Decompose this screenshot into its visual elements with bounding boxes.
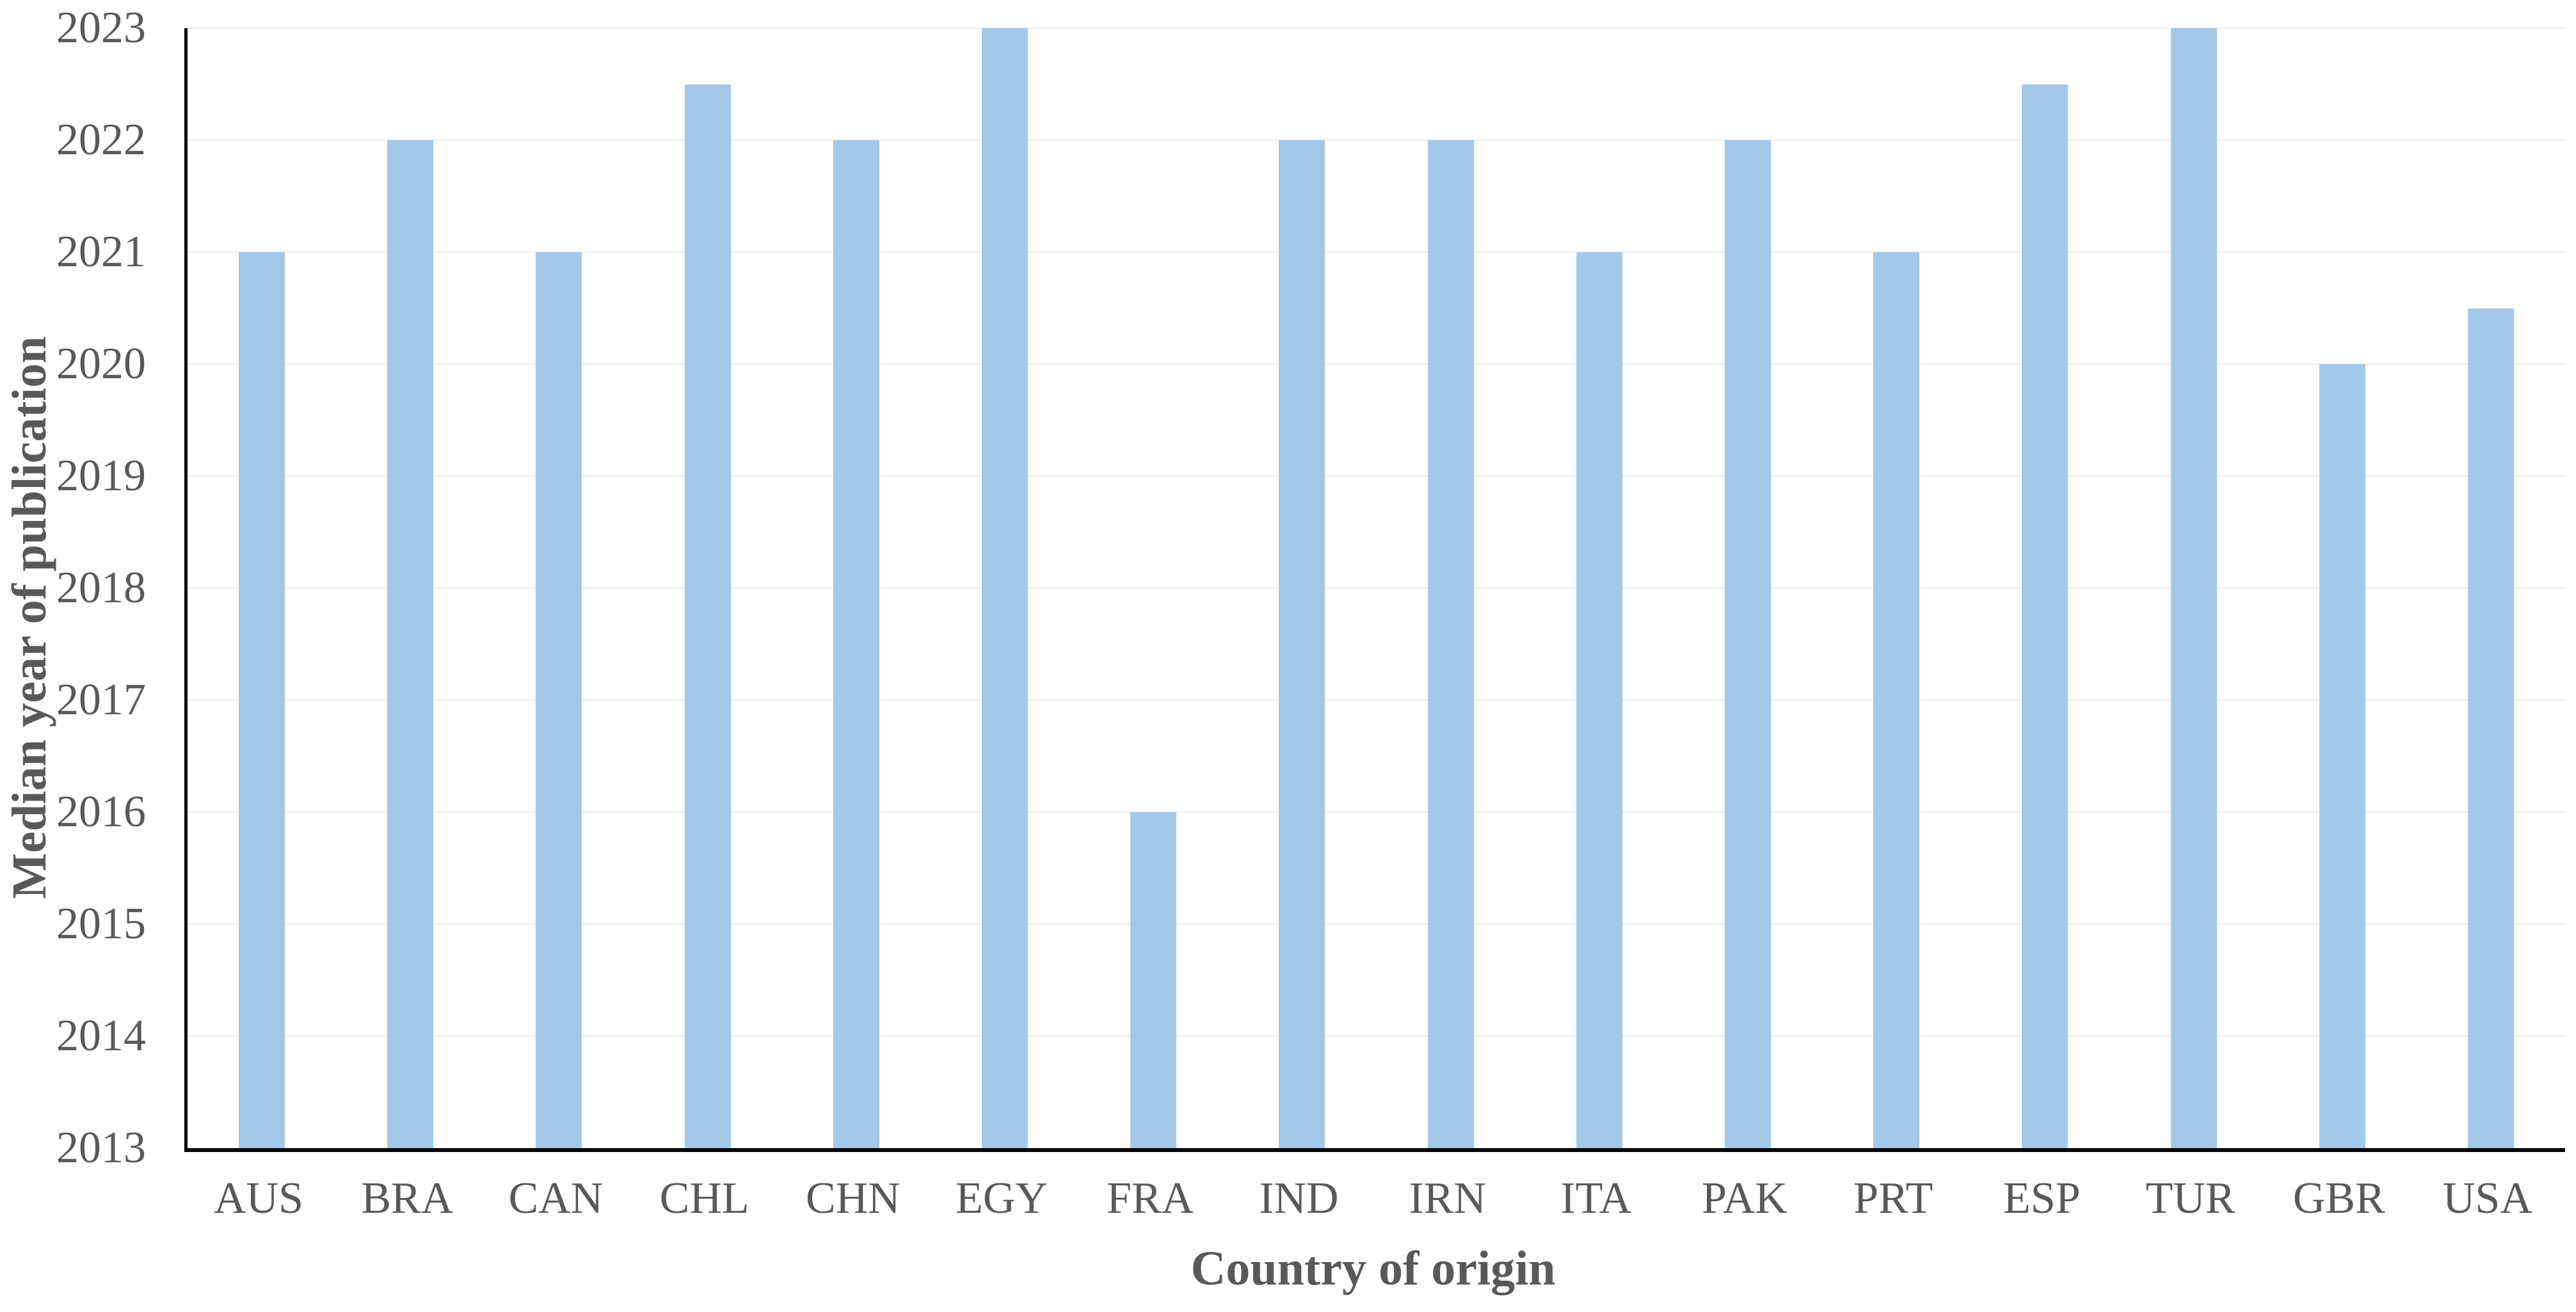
x-tick-label: FRA bbox=[1107, 1173, 1194, 1223]
bar-prt bbox=[1873, 252, 1920, 1148]
x-axis-tick-labels: AUS BRA CAN CHL CHN EGY FRA IND IRN ITA PAK PRT ESP T… bbox=[184, 1152, 2562, 1245]
gridline bbox=[188, 364, 2565, 365]
y-tick-label: 2020 bbox=[56, 339, 146, 388]
bar-gbr bbox=[2319, 364, 2365, 1148]
bar-usa bbox=[2467, 308, 2514, 1148]
bar-tur bbox=[2170, 28, 2217, 1148]
gridlines bbox=[188, 28, 2565, 1148]
gridline bbox=[188, 812, 2565, 813]
bar-irn bbox=[1427, 140, 1474, 1148]
bar-egy bbox=[982, 28, 1028, 1148]
plot-area bbox=[184, 28, 2565, 1152]
bar-bra bbox=[387, 140, 434, 1148]
x-tick-label: GBR bbox=[2292, 1173, 2385, 1223]
x-tick-label: TUR bbox=[2145, 1173, 2236, 1223]
x-tick-label: PRT bbox=[1853, 1173, 1933, 1223]
bar-ind bbox=[1279, 140, 1325, 1148]
x-tick-label: EGY bbox=[956, 1173, 1048, 1223]
y-tick-label: 2017 bbox=[56, 675, 146, 724]
y-tick-label: 2014 bbox=[56, 1011, 146, 1060]
x-tick-label: CHN bbox=[805, 1173, 900, 1223]
x-tick-label: BRA bbox=[361, 1173, 454, 1223]
x-axis-title: Country of origin bbox=[1190, 1242, 1556, 1295]
gridline bbox=[188, 1036, 2565, 1037]
y-tick-label: 2022 bbox=[56, 115, 146, 164]
x-tick-label: ESP bbox=[2003, 1173, 2081, 1223]
gridline bbox=[188, 252, 2565, 253]
x-tick-label: USA bbox=[2442, 1173, 2532, 1223]
y-tick-label: 2018 bbox=[56, 563, 146, 612]
x-tick-label: IRN bbox=[1409, 1173, 1486, 1223]
y-axis-tick-labels: 2013 2014 2015 2016 2017 2018 2019 2020 2021 2022… bbox=[0, 6, 146, 1171]
bar-chn bbox=[833, 140, 879, 1148]
y-tick-label: 2021 bbox=[56, 227, 146, 276]
y-tick-label: 2016 bbox=[56, 787, 146, 836]
bar-can bbox=[536, 252, 582, 1148]
gridline bbox=[188, 28, 2565, 29]
x-tick-label: AUS bbox=[214, 1173, 304, 1223]
bar-ita bbox=[1576, 252, 1622, 1148]
gridline bbox=[188, 700, 2565, 701]
gridline bbox=[188, 924, 2565, 925]
bar-esp bbox=[2022, 84, 2068, 1148]
x-tick-label: CAN bbox=[508, 1173, 604, 1223]
gridline bbox=[188, 588, 2565, 589]
y-tick-label: 2023 bbox=[56, 3, 146, 52]
gridline bbox=[188, 476, 2565, 477]
gridline bbox=[188, 140, 2565, 141]
x-tick-label: ITA bbox=[1560, 1173, 1632, 1223]
bar-series bbox=[188, 28, 2565, 1148]
y-tick-label: 2013 bbox=[56, 1123, 146, 1172]
x-tick-label: CHL bbox=[659, 1173, 749, 1223]
bar-aus bbox=[239, 252, 285, 1148]
bar-pak bbox=[1724, 140, 1771, 1148]
y-tick-label: 2019 bbox=[56, 451, 146, 500]
y-tick-label: 2015 bbox=[56, 899, 146, 948]
x-tick-label: IND bbox=[1259, 1173, 1339, 1223]
bar-chl bbox=[684, 84, 731, 1148]
x-tick-label: PAK bbox=[1702, 1173, 1788, 1223]
bar-fra bbox=[1130, 812, 1177, 1148]
